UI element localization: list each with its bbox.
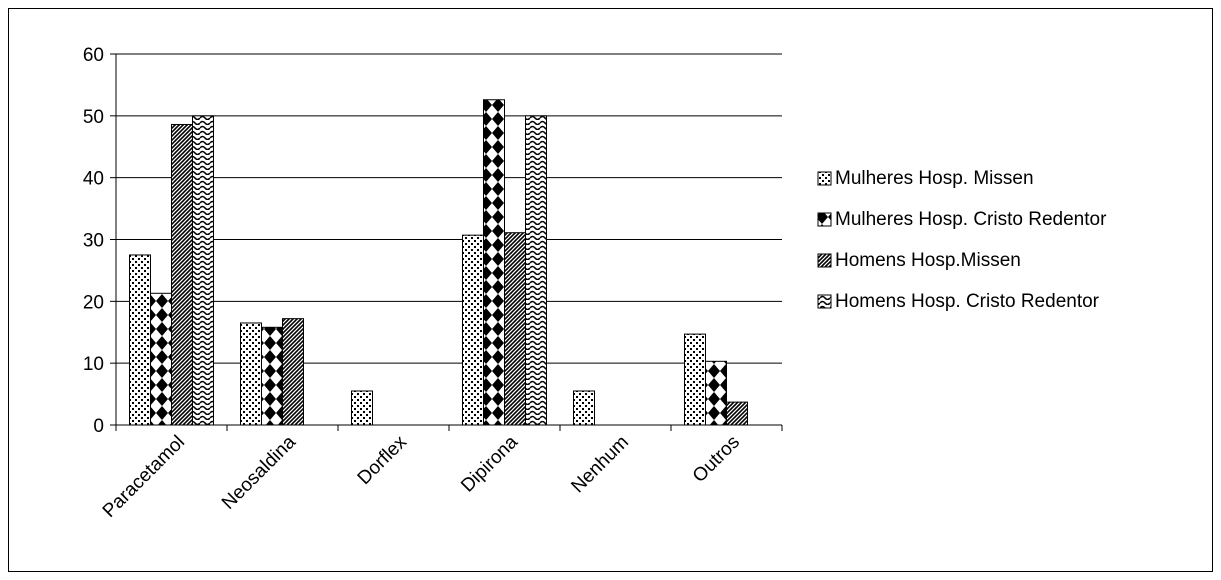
chart-frame <box>8 8 1213 572</box>
y-tick-label-50: 50 <box>83 107 104 128</box>
legend-swatch-1 <box>817 171 832 186</box>
bar-neosaldina-series-1 <box>240 322 262 426</box>
y-tick-label-0: 0 <box>93 416 104 437</box>
bar-dipirona-series-3 <box>504 232 526 426</box>
legend-label-4: Homens Hosp. Cristo Redentor <box>835 291 1100 312</box>
bar-outros-series-1 <box>684 333 706 426</box>
y-tick-label-20: 20 <box>83 292 104 313</box>
bar-outros-series-3 <box>726 401 748 426</box>
bar-nenhum-series-1 <box>573 390 595 426</box>
legend-swatch-2 <box>817 212 832 227</box>
bar-neosaldina-series-3 <box>282 318 304 426</box>
x-tick-label-nenhum: Nenhum <box>567 432 633 498</box>
legend-label-3: Homens Hosp.Missen <box>835 250 1021 271</box>
bar-dipirona-series-4 <box>525 115 547 426</box>
bar-dipirona-series-2 <box>483 99 505 426</box>
legend-swatch-3 <box>817 253 832 268</box>
axes <box>110 53 783 431</box>
bar-dipirona-series-1 <box>462 234 484 426</box>
x-tick-label-dorflex: Dorflex <box>354 431 412 489</box>
bar-dorflex-series-1 <box>351 390 373 426</box>
y-tick-label-10: 10 <box>83 354 104 375</box>
bar-paracetamol-series-3 <box>171 123 193 426</box>
x-tick-label-outros: Outros <box>689 432 744 487</box>
bar-outros-series-2 <box>705 360 727 426</box>
bars <box>129 99 748 426</box>
bar-paracetamol-series-1 <box>129 254 151 426</box>
x-tick-label-paracetamol: Paracetamol <box>99 432 189 522</box>
x-tick-label-dipirona: Dipirona <box>457 431 522 496</box>
bar-paracetamol-series-2 <box>150 292 172 426</box>
y-tick-label-60: 60 <box>83 45 104 66</box>
y-tick-label-40: 40 <box>83 169 104 190</box>
y-tick-label-30: 30 <box>83 231 104 252</box>
bar-neosaldina-series-2 <box>261 326 283 426</box>
bar-paracetamol-series-4 <box>192 115 214 426</box>
legend-label-1: Mulheres Hosp. Missen <box>835 168 1034 189</box>
x-tick-label-neosaldina: Neosaldina <box>218 431 300 513</box>
legend-swatch-4 <box>817 294 832 309</box>
legend-label-2: Mulheres Hosp. Cristo Redentor <box>835 209 1107 230</box>
gridlines <box>116 53 782 364</box>
legend: Mulheres Hosp. Missen Mulheres Hosp. Cris… <box>817 168 1107 312</box>
